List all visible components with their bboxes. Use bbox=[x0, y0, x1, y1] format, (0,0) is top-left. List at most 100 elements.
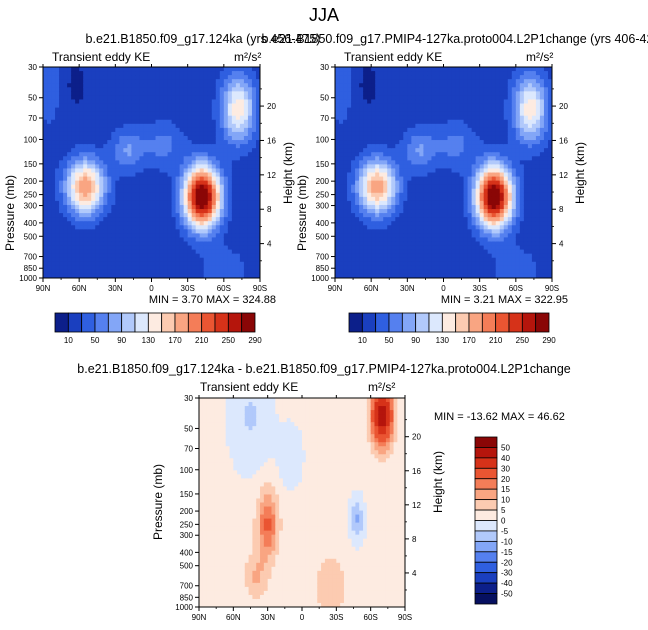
contour-cell bbox=[175, 123, 181, 129]
contour-cell bbox=[419, 241, 425, 247]
contour-cell bbox=[75, 265, 80, 271]
contour-cell bbox=[103, 257, 108, 263]
contour-cell bbox=[199, 200, 205, 206]
contour-cell bbox=[371, 261, 376, 267]
contour-cell bbox=[123, 160, 128, 165]
contour-cell bbox=[479, 233, 485, 239]
contour-cell bbox=[179, 265, 185, 271]
contour-cell bbox=[387, 184, 392, 190]
contour-cell bbox=[195, 188, 201, 194]
contour-cell bbox=[159, 204, 165, 210]
contour-cell bbox=[235, 172, 241, 178]
contour-cell bbox=[371, 209, 376, 214]
contour-cell bbox=[167, 123, 173, 129]
contour-cell bbox=[359, 91, 364, 97]
contour-cell bbox=[127, 168, 133, 174]
contour-cell bbox=[463, 196, 469, 202]
contour-cell bbox=[391, 119, 396, 125]
contour-cell bbox=[171, 188, 177, 194]
contour-cell bbox=[467, 188, 473, 194]
contour-cell bbox=[383, 204, 388, 210]
contour-cell bbox=[103, 192, 108, 198]
contour-cell bbox=[487, 148, 493, 153]
contour-cell bbox=[423, 164, 429, 170]
contour-cell bbox=[131, 140, 137, 145]
contour-cell bbox=[195, 135, 201, 141]
contour-cell bbox=[191, 144, 197, 149]
contour-cell bbox=[359, 103, 364, 109]
contour-cell bbox=[111, 253, 116, 259]
contour-cell bbox=[251, 233, 257, 239]
contour-cell bbox=[123, 123, 128, 129]
contour-cell bbox=[347, 164, 352, 170]
contour-cell bbox=[495, 99, 501, 105]
contour-cell bbox=[191, 269, 197, 275]
contour-cell bbox=[159, 172, 165, 178]
contour-cell bbox=[199, 229, 205, 234]
contour-cell bbox=[483, 75, 489, 80]
contour-cell bbox=[411, 87, 416, 92]
contour-cell bbox=[467, 217, 473, 222]
contour-cell bbox=[395, 111, 400, 117]
contour-cell bbox=[383, 79, 388, 84]
contour-cell bbox=[71, 253, 76, 259]
contour-cell bbox=[447, 168, 453, 174]
contour-cell bbox=[487, 87, 493, 92]
contour-cell bbox=[335, 237, 340, 243]
contour-cell bbox=[387, 87, 392, 92]
contour-cell bbox=[363, 123, 368, 129]
contour-cell bbox=[43, 225, 48, 230]
contour-cell bbox=[79, 249, 84, 255]
contour-cell bbox=[255, 265, 260, 271]
contour-cell bbox=[375, 75, 380, 80]
contour-cell bbox=[155, 184, 161, 190]
contour-cell bbox=[339, 184, 344, 190]
contour-cell bbox=[403, 245, 408, 251]
contour-cell bbox=[191, 168, 197, 174]
contour-cell bbox=[119, 111, 124, 117]
contour-cell bbox=[171, 196, 177, 202]
contour-cell bbox=[487, 111, 493, 117]
contour-cell bbox=[419, 269, 425, 275]
contour-cell bbox=[491, 168, 497, 174]
contour-cell bbox=[251, 200, 257, 206]
contour-cell bbox=[191, 209, 197, 214]
contour-cell bbox=[251, 265, 257, 271]
contour-cell bbox=[403, 221, 408, 226]
contour-cell bbox=[379, 184, 384, 190]
contour-cell bbox=[155, 91, 161, 97]
contour-cell bbox=[435, 127, 441, 133]
contour-cell bbox=[123, 75, 128, 80]
contour-cell bbox=[155, 115, 161, 121]
contour-cell bbox=[215, 241, 221, 247]
contour-cell bbox=[251, 257, 257, 263]
contour-cell bbox=[91, 188, 96, 194]
contour-cell bbox=[51, 249, 56, 255]
contour-cell bbox=[111, 79, 116, 84]
contour-cell bbox=[387, 152, 392, 157]
contour-cell bbox=[99, 213, 104, 218]
contour-cell bbox=[371, 156, 376, 161]
contour-cell bbox=[155, 123, 161, 129]
contour-cell bbox=[339, 148, 344, 153]
contour-cell bbox=[495, 71, 501, 76]
contour-cell bbox=[443, 269, 449, 275]
contour-cell bbox=[203, 184, 209, 190]
contour-cell bbox=[383, 99, 388, 105]
contour-cell bbox=[99, 229, 104, 234]
contour-cell bbox=[235, 225, 241, 230]
contour-cell bbox=[123, 144, 128, 149]
contour-cell bbox=[131, 168, 137, 174]
contour-cell bbox=[195, 273, 201, 278]
contour-cell bbox=[423, 75, 429, 80]
contour-cell bbox=[335, 192, 340, 198]
contour-cell bbox=[163, 253, 169, 259]
contour-cell bbox=[43, 115, 48, 121]
contour-cell bbox=[479, 111, 485, 117]
contour-cell bbox=[367, 241, 372, 247]
contour-cell bbox=[71, 164, 76, 170]
contour-cell bbox=[211, 131, 217, 137]
contour-cell bbox=[387, 79, 392, 84]
y-tick-label: 200 bbox=[24, 177, 38, 186]
contour-cell bbox=[143, 237, 149, 243]
